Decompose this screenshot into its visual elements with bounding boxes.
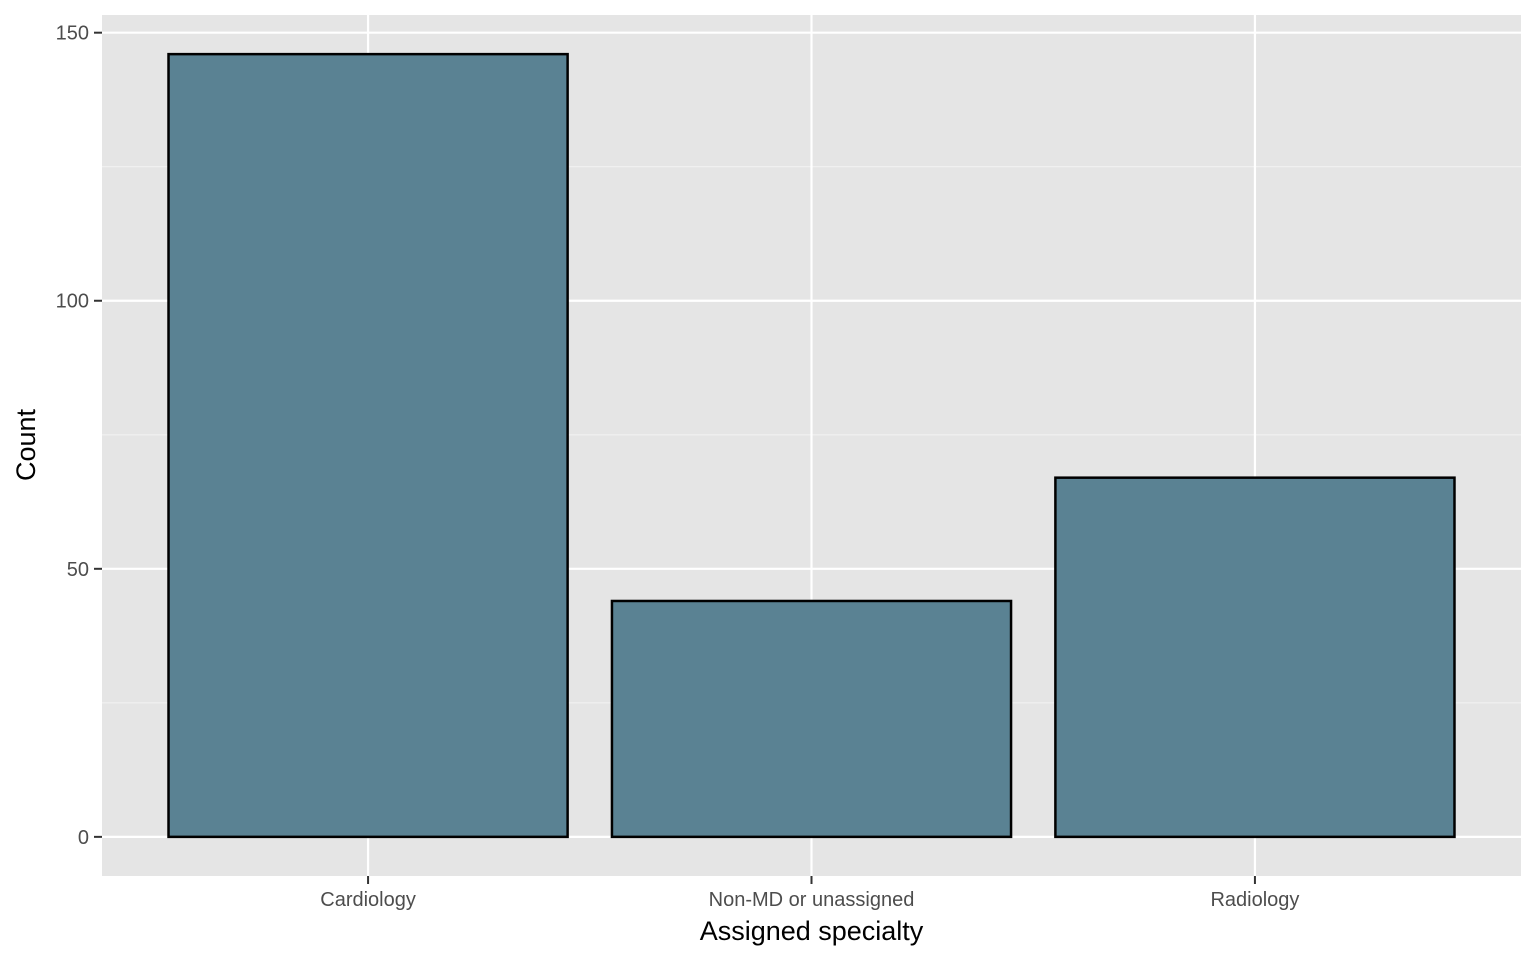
bars xyxy=(167,52,1456,839)
y-axis-title: Count xyxy=(11,408,41,481)
y-tick-label: 0 xyxy=(78,827,89,849)
y-tick-label: 150 xyxy=(56,23,89,45)
y-axis: 0 50 100 150 xyxy=(56,23,102,849)
y-tick-label: 100 xyxy=(56,291,89,313)
y-tick-label: 50 xyxy=(67,559,89,581)
x-tick-label: Cardiology xyxy=(320,889,416,911)
bar-non-md-or-unassigned xyxy=(610,599,1013,839)
bar-cardiology xyxy=(167,52,569,839)
x-tick-label: Non-MD or unassigned xyxy=(709,889,915,911)
bar-radiology xyxy=(1054,476,1456,839)
x-axis-title: Assigned specialty xyxy=(700,916,924,946)
x-axis: Cardiology Non-MD or unassigned Radiology xyxy=(320,876,1299,911)
x-tick-label: Radiology xyxy=(1210,889,1299,911)
